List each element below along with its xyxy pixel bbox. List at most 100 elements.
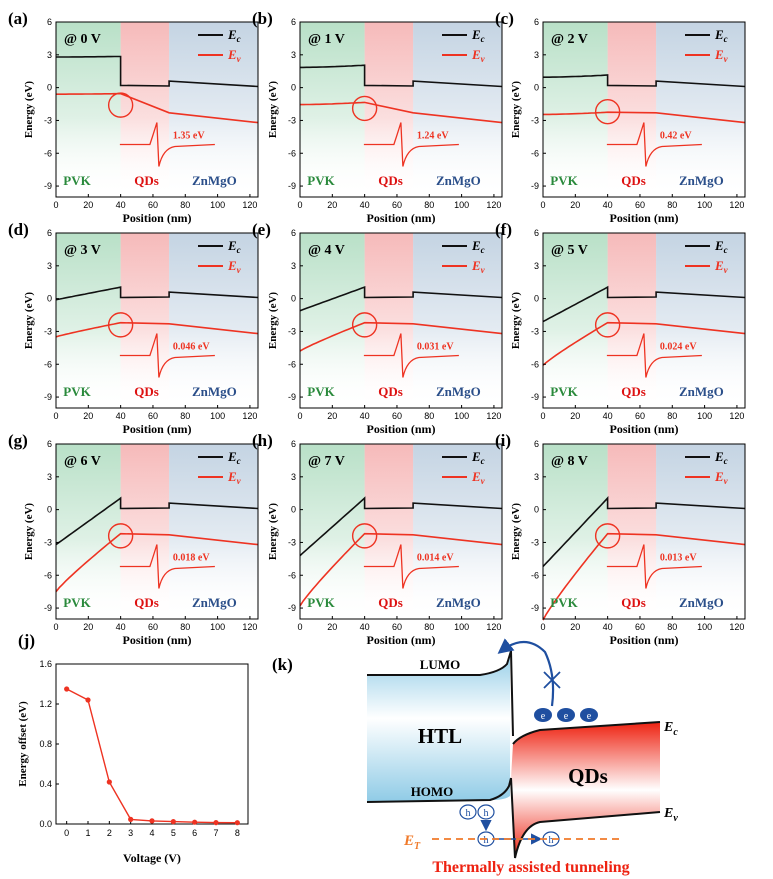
y-tick-label: -6 (288, 570, 296, 580)
lumo-label: LUMO (420, 657, 460, 672)
tunneling-diagram: (k) LUMO HOMO HTL QDs Ec Ev e e e (272, 638, 678, 876)
legend-ec-label: Ec (227, 238, 241, 255)
y-tick-label: 3 (47, 261, 52, 271)
ec-curve (542, 285, 746, 323)
y-tick-label: 0.4 (39, 779, 52, 789)
x-axis-label: Position (nm) (610, 211, 679, 225)
x-tick-label: 0 (297, 411, 302, 421)
x-tick-label: 80 (180, 411, 190, 421)
y-tick-label: 6 (47, 439, 52, 449)
znmgo-region (656, 233, 745, 408)
legend-ev-main: E (714, 469, 724, 484)
x-tick-label: 120 (486, 411, 501, 421)
series-points (64, 686, 240, 826)
x-tick-label: 7 (213, 828, 218, 838)
zoom-inset-curve (119, 333, 215, 378)
panel-letter: (g) (8, 431, 28, 450)
y-tick-label: 3 (47, 472, 52, 482)
x-tick-label: 3 (128, 828, 133, 838)
x-tick-label: 120 (486, 200, 501, 210)
band-panel: 0.024 eV 0 20 40 60 80 100 120 -9 -6 -3 0 3 6 Position… (495, 220, 746, 436)
tick-labels: 0 1 2 3 4 5 6 7 8 0.0 0.4 0.8 1.2 1.6 (39, 659, 239, 838)
zoom-inset-curve (363, 333, 459, 378)
offset-label: 0.013 eV (660, 553, 697, 564)
legend-ec-main: E (227, 449, 237, 464)
y-tick-label: 0 (534, 505, 539, 515)
x-tick-label: 40 (603, 411, 613, 421)
znmgo-region (413, 444, 502, 619)
legend-ev-sub: v (237, 476, 242, 486)
panel-letter: (b) (252, 9, 273, 28)
x-tick-label: 0 (53, 200, 58, 210)
x-tick-label: 60 (635, 411, 645, 421)
znmgo-label: ZnMgO (192, 384, 237, 399)
legend-ec-sub: c (481, 245, 485, 255)
blocked-cross-icon (543, 671, 561, 689)
bias-label: @ 6 V (64, 454, 101, 469)
x-tick-label: 8 (235, 828, 240, 838)
offset-label: 1.24 eV (417, 131, 449, 142)
y-tick-label: -6 (288, 148, 296, 158)
qds-region (607, 233, 657, 408)
x-axis-label: Position (nm) (367, 633, 436, 647)
y-axis-label: Energy (eV) (510, 503, 522, 560)
qds-region-label: QDs (378, 384, 403, 399)
x-tick-label: 0 (53, 622, 58, 632)
ec-label-main: E (663, 720, 673, 735)
znmgo-region (656, 22, 745, 197)
legend-ev-label: Ev (471, 47, 486, 64)
znmgo-region (656, 444, 745, 619)
legend-ev-sub: v (481, 265, 486, 275)
y-tick-label: -9 (531, 181, 539, 191)
x-tick-label: 40 (360, 622, 370, 632)
znmgo-label: ZnMgO (436, 384, 481, 399)
offset-label: 0.42 eV (660, 131, 692, 142)
zoom-inset-curve (363, 544, 459, 589)
x-tick-label: 100 (210, 200, 225, 210)
y-tick-label: 3 (291, 261, 296, 271)
legend-ev-sub: v (724, 54, 729, 64)
y-tick-label: 6 (47, 17, 52, 27)
offset-label: 0.024 eV (660, 342, 697, 353)
legend-ev-main: E (471, 47, 481, 62)
x-tick-label: 80 (180, 200, 190, 210)
y-tick-label: 1.6 (39, 659, 52, 669)
legend-ec-sub: c (724, 456, 728, 466)
htl-block (367, 650, 510, 802)
ev-label-main: E (663, 806, 673, 821)
qds-region-label: QDs (621, 173, 646, 188)
x-tick-label: 80 (667, 622, 677, 632)
x-tick-label: 80 (667, 200, 677, 210)
legend-ev-main: E (471, 469, 481, 484)
y-tick-label: -9 (288, 181, 296, 191)
x-tick-label: 40 (360, 200, 370, 210)
y-tick-label: -9 (44, 603, 52, 613)
legend-ec-sub: c (237, 245, 241, 255)
x-tick-label: 120 (729, 411, 744, 421)
pvk-label: PVK (63, 173, 91, 188)
et-label: ET (403, 833, 421, 852)
x-tick-label: 100 (697, 411, 712, 421)
x-tick-label: 80 (424, 200, 434, 210)
znmgo-label: ZnMgO (436, 173, 481, 188)
qds-region-label: QDs (621, 595, 646, 610)
offset-label: 1.35 eV (173, 131, 205, 142)
legend-ec-sub: c (237, 456, 241, 466)
panel-letter-k: (k) (272, 655, 293, 674)
data-point (170, 819, 176, 825)
x-tick-label: 0 (297, 200, 302, 210)
x-tick-label: 20 (327, 411, 337, 421)
legend-ec-sub: c (237, 34, 241, 44)
znmgo-label: ZnMgO (192, 595, 237, 610)
junction-circle (107, 312, 134, 338)
ev-curve (542, 321, 746, 366)
qds-region-label: QDs (134, 595, 159, 610)
ev-curve (543, 111, 746, 124)
pvk-region (300, 22, 365, 197)
x-tick-label: 60 (148, 411, 158, 421)
electron (557, 708, 575, 722)
legend-ec-main: E (714, 449, 724, 464)
y-tick-label: 3 (47, 50, 52, 60)
ec-curve (299, 496, 503, 557)
